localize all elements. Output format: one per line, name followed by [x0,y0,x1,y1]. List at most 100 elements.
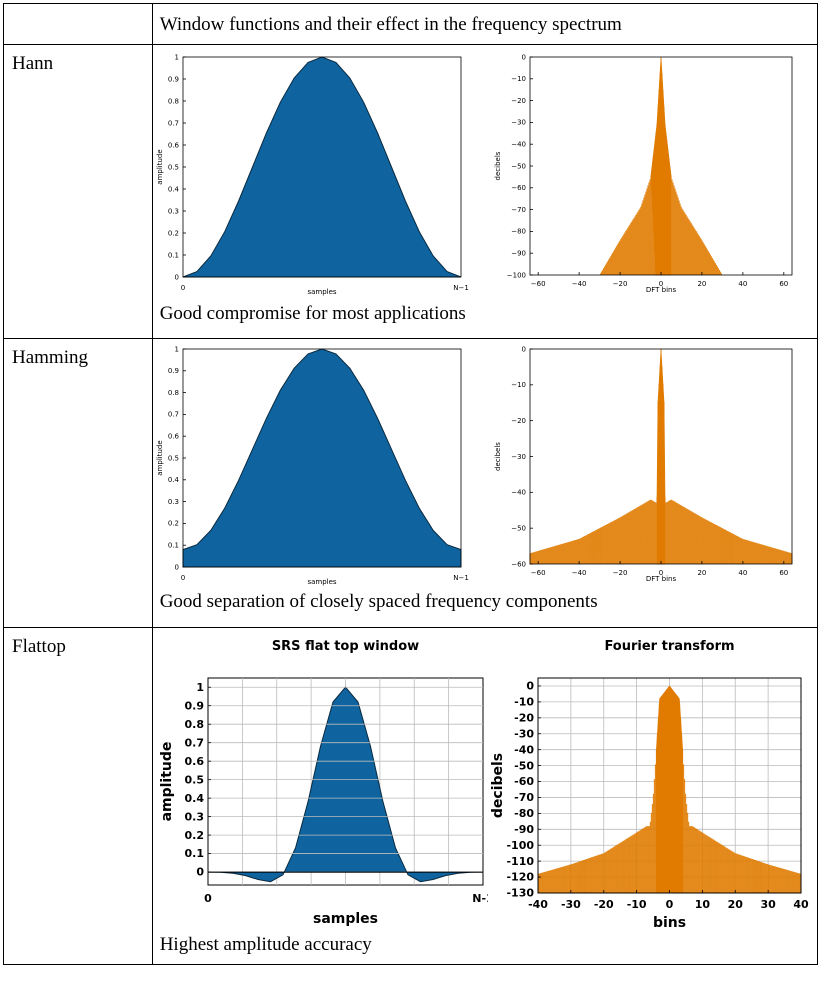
y-tick-label: 0 [521,53,525,61]
flattop-window-chart: 0 0.1 0.2 0.3 0.4 0.5 0.6 0.7 0.8 0.9 1 0 N-1 samples… [159,639,488,927]
x-tick-label: N−1 [453,574,469,582]
y-tick-label: -100 [506,839,534,852]
x-tick-label: -30 [561,898,581,911]
x-tick-label: 10 [694,898,710,911]
y-tick-label: −20 [511,97,526,105]
y-tick-label: −40 [511,141,526,149]
y-tick-label: −100 [506,271,525,279]
y-tick-label: -120 [506,871,534,884]
y-tick-label: −20 [511,417,526,425]
x-tick-label: 0 [204,892,212,905]
hamming-content: 0 0.1 0.2 0.3 0.4 0.5 0.6 0.7 0.8 0.9 1 0 N−1 samples… [151,338,818,628]
y-tick-label: 0.8 [168,97,179,105]
spectrum-lines [599,57,722,275]
y-axis-label: amplitude [156,440,164,475]
x-axis-label: samples [307,578,336,586]
plot-frame [182,348,462,568]
y-axis-label: decibels [494,442,502,471]
y-tick-label: 0.8 [184,718,204,731]
y-tick-label: -90 [514,823,534,836]
window-area [207,686,484,883]
y-tick-label: 0.9 [168,367,179,375]
flattop-spectrum-chart: 0-10-20-30-40-50-60-70-80-90-100-110-120… [490,639,809,931]
y-tick-label: -70 [514,791,534,804]
y-tick-label: -110 [506,855,534,868]
y-tick-label: -50 [514,759,534,772]
window-functions-table: Window functions and their effect in the… [3,3,818,965]
y-tick-label: 0.2 [168,229,179,237]
y-tick-label: 0.1 [184,847,204,860]
hamming-window-chart: 0 0.1 0.2 0.3 0.4 0.5 0.6 0.7 0.8 0.9 1 0 N−1 samples… [156,345,469,586]
y-tick-label: 0.5 [168,163,179,171]
y-tick-label: 1 [196,681,204,694]
y-tick-label: 0.4 [184,792,204,805]
x-tick-label: −40 [571,280,586,288]
x-tick-label: 0 [180,284,184,292]
y-tick-label: −90 [511,250,526,258]
y-tick-label: 0.9 [168,75,179,83]
flattop-content: 00.10.20.30.40.50.60.70.80.910N-1samples… [151,627,818,965]
row-caption-hamming: Good separation of closely spaced freque… [159,591,598,612]
x-tick-label: 20 [697,280,706,288]
y-tick-label: -40 [514,743,534,756]
y-tick-label: 0.6 [168,433,180,441]
y-tick-label: −40 [511,489,526,497]
y-tick-label: −60 [511,184,526,192]
x-tick-label: 20 [697,569,706,577]
y-axis-label: amplitude [156,149,164,184]
main-lobe [655,685,683,894]
x-tick-label: 0 [658,280,662,288]
y-tick-label: -10 [514,696,534,709]
x-axis-label: bins [653,915,686,931]
x-tick-label: 60 [779,569,788,577]
x-tick-label: −20 [612,280,627,288]
x-tick-label: 30 [760,898,776,911]
header-title-cell: Window functions and their effect in the… [151,3,818,45]
chart-title: Fourier transform [604,639,734,654]
main-lobe [656,348,666,565]
y-tick-label: 0.1 [168,542,179,550]
row-caption-hann: Good compromise for most applications [159,303,466,324]
chart-title: SRS flat top window [272,639,419,654]
x-tick-label: 40 [738,569,747,577]
table-title: Window functions and their effect in the… [159,14,622,35]
header-corner-cell [3,3,153,45]
y-tick-label: 1 [174,53,178,61]
y-tick-label: 0.9 [184,699,204,712]
x-tick-label: 60 [779,280,788,288]
y-tick-label: −30 [511,119,526,127]
y-tick-label: −50 [511,162,526,170]
y-tick-label: 0.8 [168,389,179,397]
window-area [182,56,461,278]
x-tick-label: -20 [594,898,614,911]
y-tick-label: -30 [514,727,534,740]
y-tick-label: 0.7 [168,411,179,419]
hamming-row: Hamming 0 0.1 0.2 0.3 0.4 0.5 0.6 0.7 0.8 0.9 1 0 N−… [3,338,818,628]
y-tick-label: −10 [511,381,526,389]
x-tick-label: 20 [727,898,743,911]
y-tick-label: 0 [521,345,525,353]
y-tick-label: −10 [511,75,526,83]
x-tick-label: N-1 [472,892,488,905]
x-tick-label: 0 [665,898,673,911]
main-lobe [650,56,672,276]
y-tick-label: 0.4 [168,476,180,484]
x-tick-label: −40 [571,569,586,577]
y-tick-label: 0.7 [168,119,179,127]
y-tick-label: −60 [511,560,526,568]
y-tick-label: 0 [174,563,178,571]
hamming-spectrum-chart: 0 −10 −20 −30 −40 −50 −60 −60 −40 −20 0 20 40 60 DFT b… [494,345,793,583]
y-tick-label: 0.7 [184,736,204,749]
y-tick-label: 0.6 [184,755,204,768]
y-tick-label: -20 [514,711,534,724]
y-tick-label: 0.3 [168,207,179,215]
header-row: Window functions and their effect in the… [3,3,818,45]
y-tick-label: 0.3 [184,810,204,823]
y-tick-label: -130 [506,887,534,900]
x-tick-label: -10 [626,898,646,911]
x-axis-label: DFT bins [646,286,677,294]
y-tick-label: -60 [514,775,534,788]
y-tick-label: 0.5 [168,454,179,462]
y-tick-label: 0.2 [184,829,204,842]
y-tick-label: 0 [174,273,178,281]
